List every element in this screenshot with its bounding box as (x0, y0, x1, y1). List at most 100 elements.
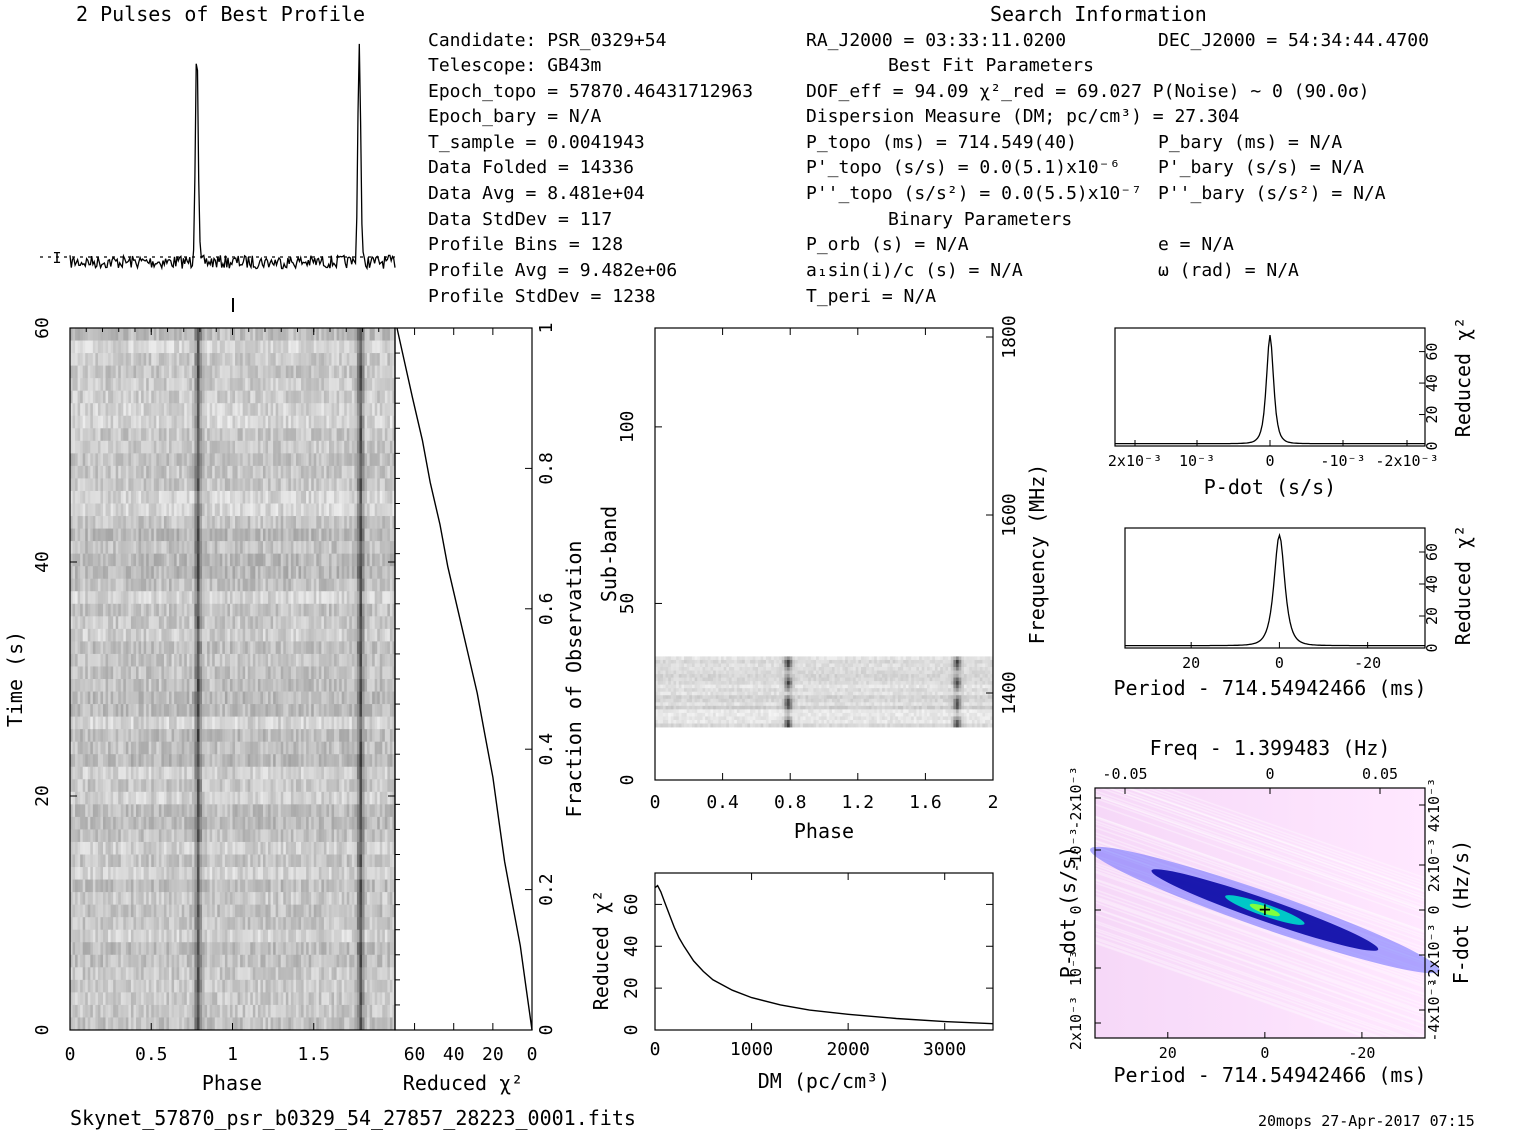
time-phase-cell (232, 478, 236, 492)
time-phase-cell (146, 328, 150, 341)
time-phase-cell (166, 415, 170, 429)
time-phase-cell (288, 729, 292, 743)
time-phase-cell (328, 791, 332, 805)
time-phase-cell (247, 729, 251, 743)
time-phase-cell (369, 766, 373, 780)
time-phase-cell (100, 691, 104, 705)
time-phase-cell (138, 378, 142, 392)
time-phase-cell (235, 340, 238, 354)
time-phase-cell (260, 729, 264, 743)
time-phase-cell (194, 741, 198, 755)
time-phase-cell (219, 616, 223, 630)
time-phase-cell (151, 516, 155, 529)
time-phase-cell (204, 691, 208, 705)
time-phase-cell (268, 478, 271, 492)
time-phase-cell (377, 716, 381, 730)
time-phase-cell (245, 666, 249, 680)
time-phase-cell (171, 440, 175, 454)
time-phase-cell (349, 378, 353, 392)
time-phase-cell (141, 403, 145, 417)
time-phase-cell (156, 353, 160, 367)
time-phase-cell (349, 766, 353, 780)
time-phase-cell (169, 591, 172, 605)
time-phase-cell (321, 403, 325, 417)
time-phase-cell (199, 754, 203, 768)
time-phase-cell (227, 566, 231, 580)
time-phase-cell (146, 403, 150, 417)
time-phase-cell (87, 553, 91, 567)
time-phase-cell (331, 729, 335, 743)
time-phase-cell (171, 403, 175, 417)
time-phase-cell (130, 691, 134, 705)
time-phase-cell (103, 653, 106, 667)
time-phase-cell (113, 440, 117, 454)
time-phase-cell (133, 616, 137, 630)
time-phase-cell (227, 666, 231, 680)
time-phase-cell (186, 653, 190, 667)
time-phase-cell (120, 541, 124, 555)
time-phase-cell (171, 716, 175, 730)
time-phase-cell (280, 353, 284, 367)
time-phase-cell (123, 616, 127, 630)
time-phase-cell (316, 741, 320, 755)
time-phase-cell (283, 616, 287, 630)
time-phase-cell (308, 541, 312, 555)
time-phase-cell (100, 578, 104, 592)
time-phase-cell (181, 541, 185, 555)
time-phase-cell (247, 553, 251, 567)
time-phase-cell (280, 415, 284, 429)
time-phase-cell (120, 415, 124, 429)
time-phase-cell (130, 666, 134, 680)
time-phase-cell (278, 653, 282, 667)
time-phase-cell (242, 704, 246, 718)
time-phase-cell (237, 541, 241, 555)
time-phase-cell (196, 516, 200, 529)
time-phase-cell (156, 578, 160, 592)
time-phase-cell (377, 704, 381, 718)
time-phase-cell (110, 779, 114, 793)
time-phase-cell (92, 516, 96, 529)
time-phase-cell (166, 541, 170, 555)
time-phase-cell (123, 679, 127, 692)
time-phase-cell (252, 403, 256, 417)
time-phase-cell (108, 516, 112, 529)
time-phase-cell (80, 453, 84, 467)
time-phase-cell (181, 754, 185, 768)
time-phase-cell (278, 616, 282, 630)
p-orb: P_orb (s) = N/A (806, 234, 969, 255)
time-phase-cell (87, 578, 91, 592)
time-phase-cell (90, 578, 94, 592)
time-phase-cell (138, 628, 142, 642)
time-phase-cell (153, 578, 157, 592)
time-phase-cell (367, 641, 371, 655)
time-phase-cell (359, 478, 363, 492)
time-phase-cell (354, 340, 358, 354)
time-phase-cell (379, 666, 383, 680)
time-phase-cell (87, 666, 91, 680)
time-phase-cell (158, 666, 162, 680)
time-phase-cell (171, 729, 175, 743)
time-phase-cell (136, 453, 139, 467)
time-phase-cell (334, 616, 337, 630)
time-phase-cell (189, 716, 193, 730)
time-phase-cell (268, 591, 271, 605)
time-phase-cell (344, 353, 348, 367)
time-phase-cell (285, 641, 289, 655)
time-phase-cell (313, 541, 317, 555)
time-phase-cell (222, 428, 226, 442)
time-phase-cell (202, 641, 205, 655)
time-phase-cell (318, 754, 322, 768)
time-phase-cell (280, 503, 284, 517)
time-phase-cell (316, 365, 320, 379)
time-phase-cell (250, 666, 254, 680)
time-phase-cell (212, 365, 216, 379)
time-phase-cell (303, 328, 307, 341)
time-phase-cell (369, 541, 373, 555)
time-phase-cell (252, 578, 256, 592)
time-phase-cell (120, 365, 124, 379)
time-phase-cell (301, 503, 304, 517)
time-phase-cell (123, 328, 127, 341)
time-phase-cell (361, 478, 365, 492)
time-phase-cell (143, 591, 147, 605)
time-phase-cell (128, 541, 132, 555)
